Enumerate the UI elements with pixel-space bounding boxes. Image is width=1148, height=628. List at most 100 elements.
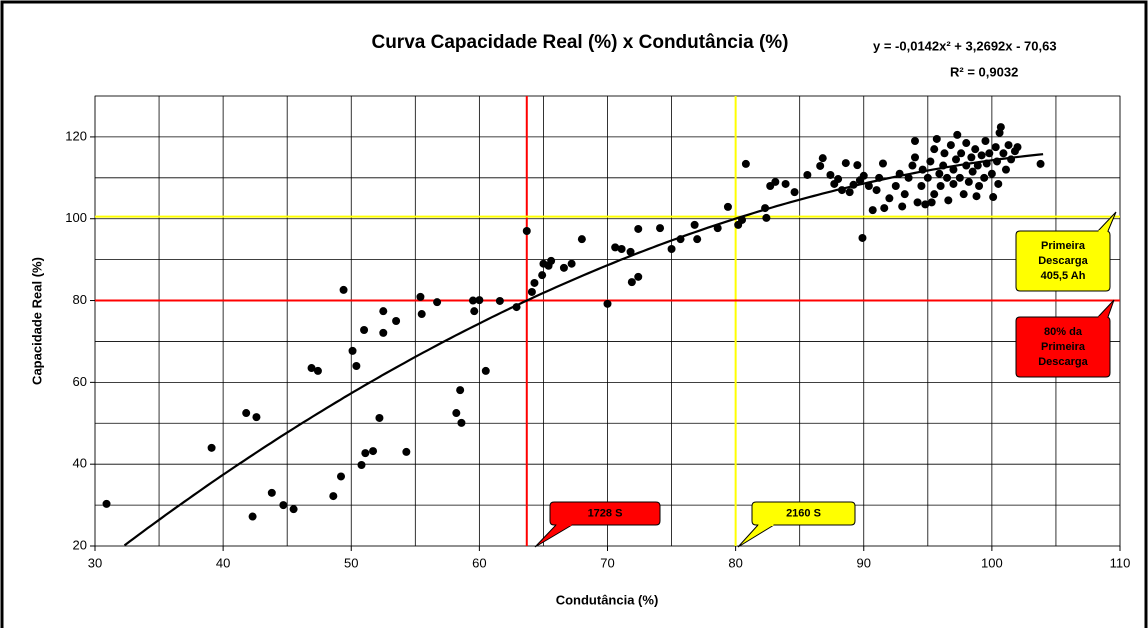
point — [1004, 141, 1013, 150]
point — [379, 307, 388, 316]
point — [930, 145, 939, 154]
point — [989, 193, 998, 202]
point — [818, 154, 827, 163]
point — [921, 200, 930, 209]
point — [999, 149, 1008, 158]
point — [352, 362, 361, 370]
callout-text: 405,5 Ah — [1041, 270, 1086, 282]
point — [452, 409, 461, 418]
point — [926, 157, 935, 166]
callout-box — [549, 501, 661, 526]
point — [634, 224, 643, 233]
y-tick-label: 80 — [73, 292, 87, 307]
point — [964, 177, 973, 186]
point — [248, 512, 257, 521]
point — [527, 287, 536, 296]
point — [538, 271, 547, 280]
x-tick-label: 80 — [728, 555, 742, 570]
callout-text: Primeira — [1041, 341, 1086, 353]
point — [900, 190, 909, 199]
callout-text: Descarga — [1038, 356, 1088, 368]
point — [470, 307, 479, 316]
point — [375, 413, 384, 422]
point — [975, 182, 984, 190]
point — [959, 190, 968, 199]
point — [495, 296, 504, 305]
point — [790, 188, 799, 197]
point — [402, 447, 411, 456]
y-tick-label: 100 — [65, 210, 87, 225]
point — [911, 137, 919, 145]
point — [816, 161, 825, 170]
chart-title: Curva Capacidade Real (%) x Condutância … — [371, 32, 788, 53]
point — [878, 159, 887, 168]
point — [935, 169, 944, 178]
point — [977, 151, 986, 160]
point — [962, 139, 971, 148]
point — [481, 366, 490, 375]
point — [826, 170, 835, 179]
callout-pointer — [534, 524, 573, 548]
point — [952, 155, 960, 164]
x-tick-label: 70 — [600, 555, 614, 570]
point — [252, 413, 261, 422]
point — [1036, 159, 1045, 168]
point — [626, 247, 635, 256]
point — [981, 137, 990, 145]
point — [475, 296, 484, 305]
callout-text: 2160 S — [786, 507, 821, 519]
point — [289, 505, 298, 514]
point — [267, 488, 276, 497]
point — [923, 173, 932, 182]
point — [357, 461, 366, 469]
point — [880, 204, 889, 213]
trendline-equation: y = -0,0142x² + 3,2692x - 70,63 — [873, 38, 1057, 53]
point — [771, 177, 780, 186]
point — [617, 245, 626, 253]
x-tick-label: 110 — [1110, 555, 1131, 570]
point — [946, 141, 955, 150]
point — [968, 167, 977, 176]
y-tick-label: 60 — [73, 374, 87, 389]
callout-pointer — [1097, 299, 1115, 318]
point — [279, 501, 288, 510]
x-tick-label: 30 — [88, 555, 102, 570]
point — [379, 328, 388, 337]
point — [898, 202, 907, 211]
point — [908, 161, 917, 170]
point — [656, 224, 665, 233]
point — [855, 176, 864, 185]
point — [955, 173, 964, 182]
point — [567, 259, 576, 268]
point — [830, 179, 839, 188]
point — [1013, 143, 1022, 152]
callout-box — [1015, 316, 1111, 378]
point — [936, 182, 945, 190]
x-tick-label: 90 — [857, 555, 871, 570]
point — [307, 364, 316, 373]
point — [781, 179, 790, 188]
point — [416, 292, 425, 301]
callout-pointer — [737, 524, 775, 548]
point — [891, 182, 900, 190]
point — [1001, 165, 1010, 174]
point — [741, 159, 750, 168]
callout-text: 80% da — [1044, 326, 1083, 338]
point — [991, 143, 1000, 152]
point — [457, 418, 466, 427]
point — [634, 272, 643, 281]
point — [927, 198, 936, 207]
point — [762, 213, 771, 222]
point — [693, 235, 702, 244]
point — [559, 263, 568, 272]
point — [953, 130, 962, 139]
point — [987, 169, 996, 178]
point — [932, 134, 941, 143]
trendline — [123, 153, 1044, 547]
y-tick-label: 120 — [65, 128, 87, 143]
point — [885, 194, 894, 203]
point — [930, 190, 939, 199]
trendline-r2: R² = 0,9032 — [950, 64, 1018, 79]
point — [972, 192, 981, 201]
